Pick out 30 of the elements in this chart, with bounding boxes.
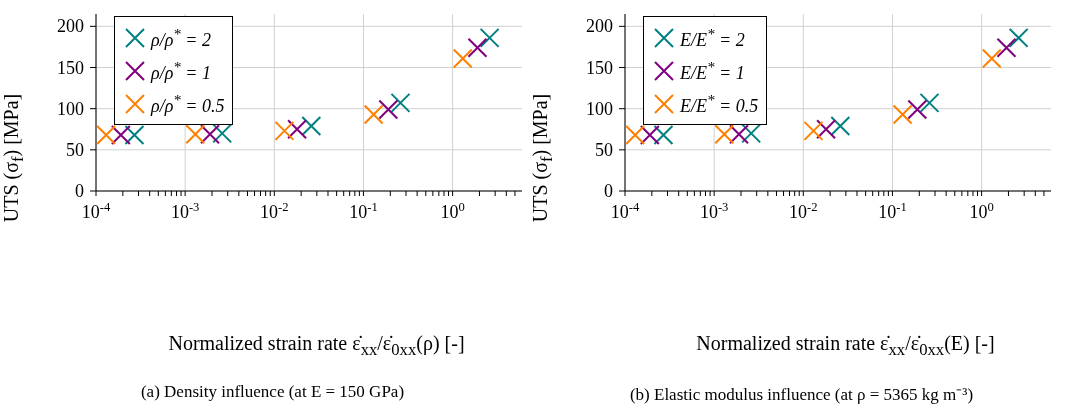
x-tick-label: 10$^{-3}$ — [699, 200, 729, 222]
y-tick-label: 150 — [586, 57, 613, 78]
y-tick-label: 0 — [75, 181, 84, 201]
y-tick-label: 50 — [595, 139, 613, 160]
legend-label: E/E$^{*}$ = 2 — [680, 25, 745, 52]
x-tick-label: 10$^{-4}$ — [81, 200, 111, 222]
y-tick-label: 150 — [57, 57, 84, 78]
y-tick-label: 200 — [586, 16, 613, 37]
y-tick-label: 0 — [604, 181, 613, 201]
x-tick-label: 10$^{-1}$ — [349, 200, 378, 222]
legend-label: ρ/ρ$^{*}$ = 1 — [151, 58, 211, 85]
x-axis-title: Normalized strain rate ε̇$_{xx}$/ε̇$_{0xx}$(E) [-] — [695, 332, 996, 360]
text: (a) Density influence (at E = 150 GPa) — [139, 382, 406, 402]
x-tick-label: 10$^{-2}$ — [260, 200, 289, 222]
x-tick-label: 10$^{0}$ — [969, 200, 994, 222]
legend-label: ρ/ρ$^{*}$ = 0.5 — [151, 91, 225, 118]
x-tick-label: 10$^{-2}$ — [789, 200, 818, 222]
x-tick-label: 10$^{0}$ — [440, 200, 465, 222]
x-tick-label: 10$^{-4}$ — [610, 200, 640, 222]
x-axis-title: Normalized strain rate ε̇$_{xx}$/ε̇$_{0xx}$(ρ) [-] — [167, 332, 466, 360]
y-tick-label: 50 — [66, 139, 84, 160]
y-tick-label: 100 — [586, 98, 613, 119]
y-tick-label: 100 — [57, 98, 84, 119]
legend-label: E/E$^{*}$ = 0.5 — [680, 91, 759, 118]
legend-label: ρ/ρ$^{*}$ = 2 — [151, 25, 211, 52]
legend-label: E/E$^{*}$ = 1 — [680, 58, 745, 85]
x-tick-label: 10$^{-3}$ — [170, 200, 200, 222]
y-tick-label: 200 — [57, 16, 84, 37]
x-tick-label: 10$^{-1}$ — [878, 200, 907, 222]
text: (b) Elastic modulus influence (at ρ = 5365 kg m⁻³) — [628, 384, 975, 405]
